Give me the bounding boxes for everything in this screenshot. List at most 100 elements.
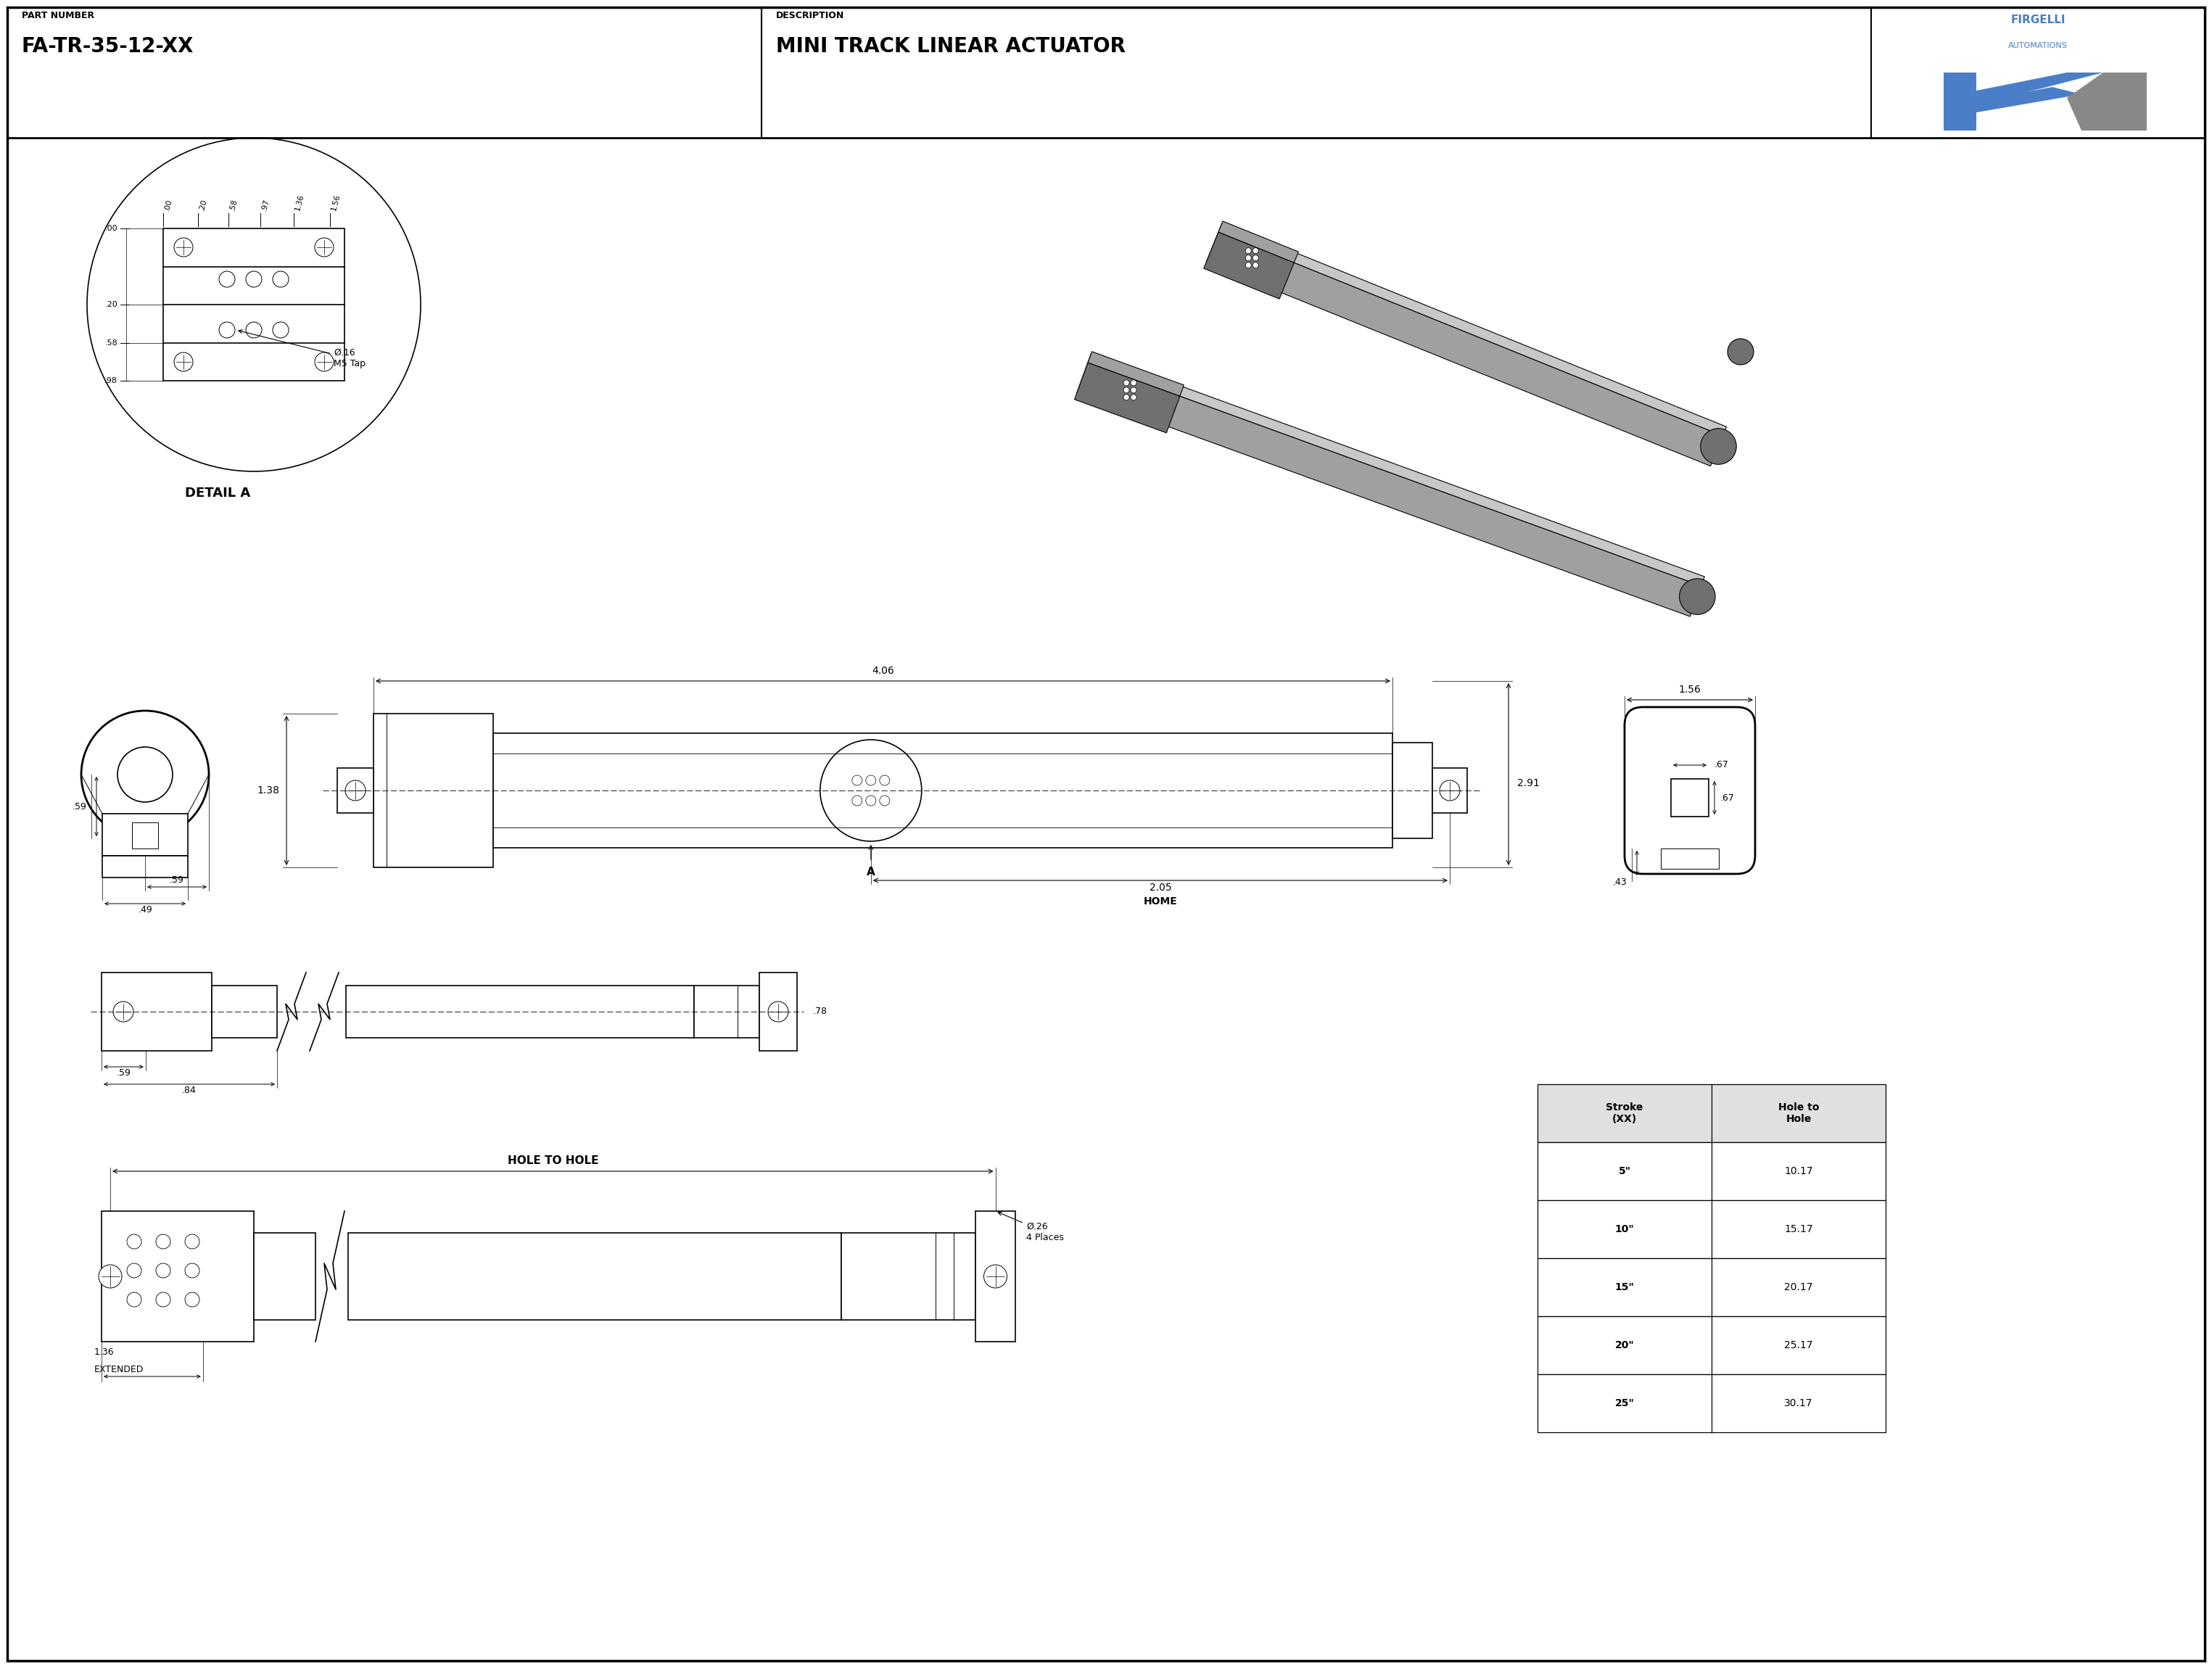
Polygon shape xyxy=(1975,87,2081,112)
Polygon shape xyxy=(1206,232,1723,465)
Bar xyxy=(1537,1374,1885,1433)
Text: .49: .49 xyxy=(137,906,153,914)
FancyBboxPatch shape xyxy=(1624,707,1754,874)
Circle shape xyxy=(1679,579,1714,614)
Text: FIRGELLI: FIRGELLI xyxy=(2011,15,2066,25)
Circle shape xyxy=(175,352,192,372)
Polygon shape xyxy=(2066,72,2146,130)
Bar xyxy=(1661,849,1719,869)
Circle shape xyxy=(880,796,889,806)
Circle shape xyxy=(219,272,234,287)
Circle shape xyxy=(113,1001,133,1022)
Text: 1.38: 1.38 xyxy=(257,786,279,796)
Circle shape xyxy=(100,1264,122,1288)
Circle shape xyxy=(1252,262,1259,269)
Text: .20: .20 xyxy=(199,198,208,212)
Circle shape xyxy=(345,781,365,801)
Circle shape xyxy=(1440,781,1460,801)
Bar xyxy=(975,1211,1015,1341)
Text: 10": 10" xyxy=(1615,1224,1635,1234)
Bar xyxy=(254,1233,316,1319)
Text: Ø.16
M5 Tap: Ø.16 M5 Tap xyxy=(239,330,365,369)
Circle shape xyxy=(865,776,876,786)
Circle shape xyxy=(314,352,334,372)
Text: 20": 20" xyxy=(1615,1339,1635,1351)
Circle shape xyxy=(1124,394,1130,400)
Bar xyxy=(1394,742,1433,839)
Bar xyxy=(1537,1084,1885,1143)
Polygon shape xyxy=(1203,232,1294,299)
Circle shape xyxy=(1728,339,1754,365)
Bar xyxy=(493,734,1394,847)
Bar xyxy=(759,972,796,1051)
Text: DESCRIPTION: DESCRIPTION xyxy=(776,12,845,20)
Bar xyxy=(345,986,695,1037)
Text: 1.36: 1.36 xyxy=(294,193,305,212)
Polygon shape xyxy=(1929,68,2154,133)
Text: 25": 25" xyxy=(1615,1398,1635,1408)
Bar xyxy=(1537,1316,1885,1374)
Circle shape xyxy=(852,776,863,786)
Bar xyxy=(102,856,188,877)
Circle shape xyxy=(768,1001,787,1022)
Text: MINI TRACK LINEAR ACTUATOR: MINI TRACK LINEAR ACTUATOR xyxy=(776,37,1126,57)
Text: PART NUMBER: PART NUMBER xyxy=(22,12,95,20)
Polygon shape xyxy=(1975,72,2104,105)
Circle shape xyxy=(1130,394,1137,400)
Circle shape xyxy=(186,1263,199,1278)
Bar xyxy=(102,1211,254,1341)
Circle shape xyxy=(314,239,334,257)
Text: .97: .97 xyxy=(261,198,270,212)
Text: Ø.26
4 Places: Ø.26 4 Places xyxy=(998,1213,1064,1243)
Text: 1.56: 1.56 xyxy=(330,193,341,212)
Bar xyxy=(841,1233,975,1319)
Circle shape xyxy=(219,322,234,339)
Bar xyxy=(1537,1201,1885,1258)
Text: .00: .00 xyxy=(104,225,117,232)
Text: 30.17: 30.17 xyxy=(1785,1398,1814,1408)
Circle shape xyxy=(1245,262,1252,269)
Circle shape xyxy=(272,272,288,287)
Bar xyxy=(695,986,759,1037)
Circle shape xyxy=(1245,255,1252,260)
Polygon shape xyxy=(1088,352,1183,395)
Circle shape xyxy=(852,796,863,806)
Text: 1.36: 1.36 xyxy=(95,1348,115,1356)
Circle shape xyxy=(984,1264,1006,1288)
Circle shape xyxy=(1124,387,1130,394)
Text: 15": 15" xyxy=(1615,1283,1635,1293)
Circle shape xyxy=(821,739,922,841)
Text: 2.05: 2.05 xyxy=(1150,882,1172,892)
Text: 1.56: 1.56 xyxy=(1679,684,1701,696)
Text: .59: .59 xyxy=(117,1068,131,1078)
Polygon shape xyxy=(1075,362,1179,434)
Bar xyxy=(374,714,493,867)
Bar xyxy=(336,767,374,812)
Polygon shape xyxy=(1944,72,1975,130)
Circle shape xyxy=(1245,249,1252,254)
Circle shape xyxy=(1701,429,1736,464)
Bar xyxy=(1670,779,1708,817)
Circle shape xyxy=(1252,249,1259,254)
Circle shape xyxy=(272,322,288,339)
Text: HOLE TO HOLE: HOLE TO HOLE xyxy=(507,1156,597,1166)
Text: 4.06: 4.06 xyxy=(872,666,894,676)
Circle shape xyxy=(1124,380,1130,385)
Text: 10.17: 10.17 xyxy=(1785,1166,1814,1176)
Circle shape xyxy=(186,1293,199,1306)
Circle shape xyxy=(246,272,261,287)
Bar xyxy=(164,229,345,380)
Circle shape xyxy=(1252,255,1259,260)
Circle shape xyxy=(246,322,261,339)
Circle shape xyxy=(155,1293,170,1306)
Circle shape xyxy=(126,1234,142,1249)
Text: A: A xyxy=(867,867,876,877)
Text: 5": 5" xyxy=(1619,1166,1630,1176)
Text: EXTENDED: EXTENDED xyxy=(95,1364,144,1374)
Circle shape xyxy=(186,1234,199,1249)
Text: .43: .43 xyxy=(1613,877,1626,887)
Polygon shape xyxy=(1219,222,1298,262)
Text: .59: .59 xyxy=(170,876,184,884)
Text: .67: .67 xyxy=(1714,761,1730,771)
Circle shape xyxy=(865,796,876,806)
